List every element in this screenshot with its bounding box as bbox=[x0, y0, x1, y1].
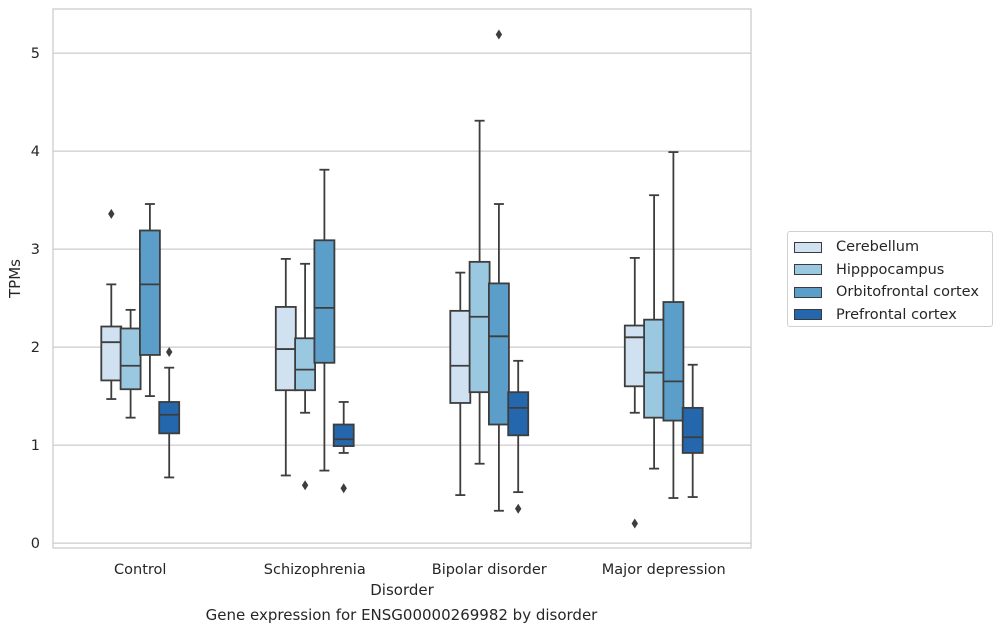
legend-item: Orbitofrontal cortex bbox=[794, 281, 992, 304]
box bbox=[468, 260, 491, 394]
box bbox=[643, 318, 665, 419]
x-tick-label: Schizophrenia bbox=[264, 562, 366, 578]
x-axis-label: Disorder bbox=[370, 581, 434, 599]
axis-ticks: 0 1 2 3 4 5 Control Schizophrenia Bipolar disord… bbox=[31, 46, 726, 578]
legend-label: Hipppocampus bbox=[836, 261, 945, 278]
series-prefrontal-cortex bbox=[158, 347, 704, 514]
box bbox=[332, 423, 355, 447]
y-tick-label: 4 bbox=[31, 144, 40, 160]
x-tick-label: Control bbox=[114, 562, 166, 578]
plot-series bbox=[100, 29, 704, 529]
chart-caption: Gene expression for ENSG00000269982 by d… bbox=[205, 606, 598, 624]
legend-label: Cerebellum bbox=[836, 239, 920, 256]
y-tick-label: 2 bbox=[31, 340, 40, 356]
legend-swatch bbox=[794, 286, 822, 298]
box bbox=[507, 391, 530, 437]
outlier-point bbox=[631, 518, 638, 529]
box bbox=[294, 337, 317, 392]
legend-item: Cerebellum bbox=[794, 236, 992, 259]
outlier-point bbox=[515, 503, 522, 514]
box bbox=[662, 301, 685, 422]
y-tick-label: 0 bbox=[31, 536, 40, 552]
y-axis-label: TPMs bbox=[6, 259, 24, 299]
y-tick-label: 1 bbox=[31, 438, 40, 454]
outlier-point bbox=[495, 29, 503, 40]
plot-frame bbox=[52, 8, 752, 549]
legend: Cerebellum Hipppocampus Orbitofrontal co… bbox=[787, 231, 993, 327]
outlier-point bbox=[301, 480, 309, 491]
legend-item: Hipppocampus bbox=[794, 259, 992, 282]
outlier-point bbox=[340, 483, 347, 494]
box bbox=[158, 401, 181, 435]
box bbox=[138, 229, 161, 356]
legend-label: Orbitofrontal cortex bbox=[836, 284, 979, 301]
series-orbitofrontal-cortex bbox=[138, 29, 685, 512]
series-hipppocampus bbox=[119, 119, 665, 491]
legend-swatch bbox=[794, 241, 822, 253]
outlier-point bbox=[166, 347, 173, 357]
box bbox=[119, 327, 142, 391]
x-tick-label: Major depression bbox=[602, 562, 726, 578]
x-tick-label: Bipolar disorder bbox=[432, 562, 547, 578]
y-tick-label: 5 bbox=[31, 46, 40, 62]
outlier-point bbox=[108, 208, 115, 219]
series-cerebellum bbox=[100, 208, 646, 529]
box bbox=[449, 309, 472, 404]
box bbox=[100, 325, 123, 382]
y-tick-label: 3 bbox=[31, 242, 40, 258]
box bbox=[623, 324, 646, 388]
box bbox=[313, 239, 336, 364]
legend-swatch bbox=[794, 264, 822, 276]
legend-label: Prefrontal cortex bbox=[836, 306, 957, 323]
box bbox=[487, 282, 510, 426]
legend-swatch bbox=[794, 309, 822, 321]
legend-item: Prefrontal cortex bbox=[794, 304, 992, 327]
box bbox=[681, 406, 704, 454]
